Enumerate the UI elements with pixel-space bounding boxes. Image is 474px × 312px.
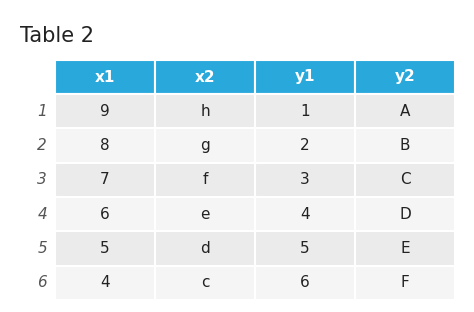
Text: B: B [400,138,410,153]
Bar [255,128,355,163]
Bar [155,231,255,266]
Bar [255,197,355,231]
Text: 4: 4 [100,275,110,290]
Text: 4: 4 [37,207,47,222]
Text: y1: y1 [295,70,315,85]
Text: F: F [401,275,410,290]
Text: 5: 5 [100,241,110,256]
Text: 8: 8 [100,138,110,153]
Bar [155,197,255,231]
Text: 1: 1 [37,104,47,119]
Bar [155,60,255,94]
Text: g: g [200,138,210,153]
Bar [55,163,155,197]
Bar [255,60,355,94]
Text: x2: x2 [195,70,215,85]
Bar [355,128,455,163]
Text: c: c [201,275,209,290]
Text: Table 2: Table 2 [20,26,94,46]
Text: D: D [399,207,411,222]
Text: 4: 4 [300,207,310,222]
Bar [55,128,155,163]
Text: 3: 3 [37,172,47,187]
Text: x1: x1 [95,70,115,85]
Text: 6: 6 [37,275,47,290]
Bar [355,197,455,231]
Text: e: e [200,207,210,222]
Bar [355,94,455,128]
Text: h: h [200,104,210,119]
Text: E: E [400,241,410,256]
Text: 3: 3 [300,172,310,187]
Bar [55,197,155,231]
Text: 6: 6 [300,275,310,290]
Bar [255,94,355,128]
Bar [55,94,155,128]
Text: 5: 5 [37,241,47,256]
Bar [255,231,355,266]
Bar [255,163,355,197]
Text: 7: 7 [100,172,110,187]
Bar [55,231,155,266]
Bar [155,94,255,128]
Text: 1: 1 [300,104,310,119]
Bar [55,266,155,300]
Text: 2: 2 [37,138,47,153]
Bar [255,266,355,300]
Text: 5: 5 [300,241,310,256]
Text: y2: y2 [395,70,415,85]
Text: 6: 6 [100,207,110,222]
Text: A: A [400,104,410,119]
Bar [355,266,455,300]
Bar [155,266,255,300]
Bar [155,163,255,197]
Bar [355,60,455,94]
Text: 9: 9 [100,104,110,119]
Text: C: C [400,172,410,187]
Bar [55,60,155,94]
Text: d: d [200,241,210,256]
Text: 2: 2 [300,138,310,153]
Text: f: f [202,172,208,187]
Bar [155,128,255,163]
Bar [355,231,455,266]
Bar [355,163,455,197]
